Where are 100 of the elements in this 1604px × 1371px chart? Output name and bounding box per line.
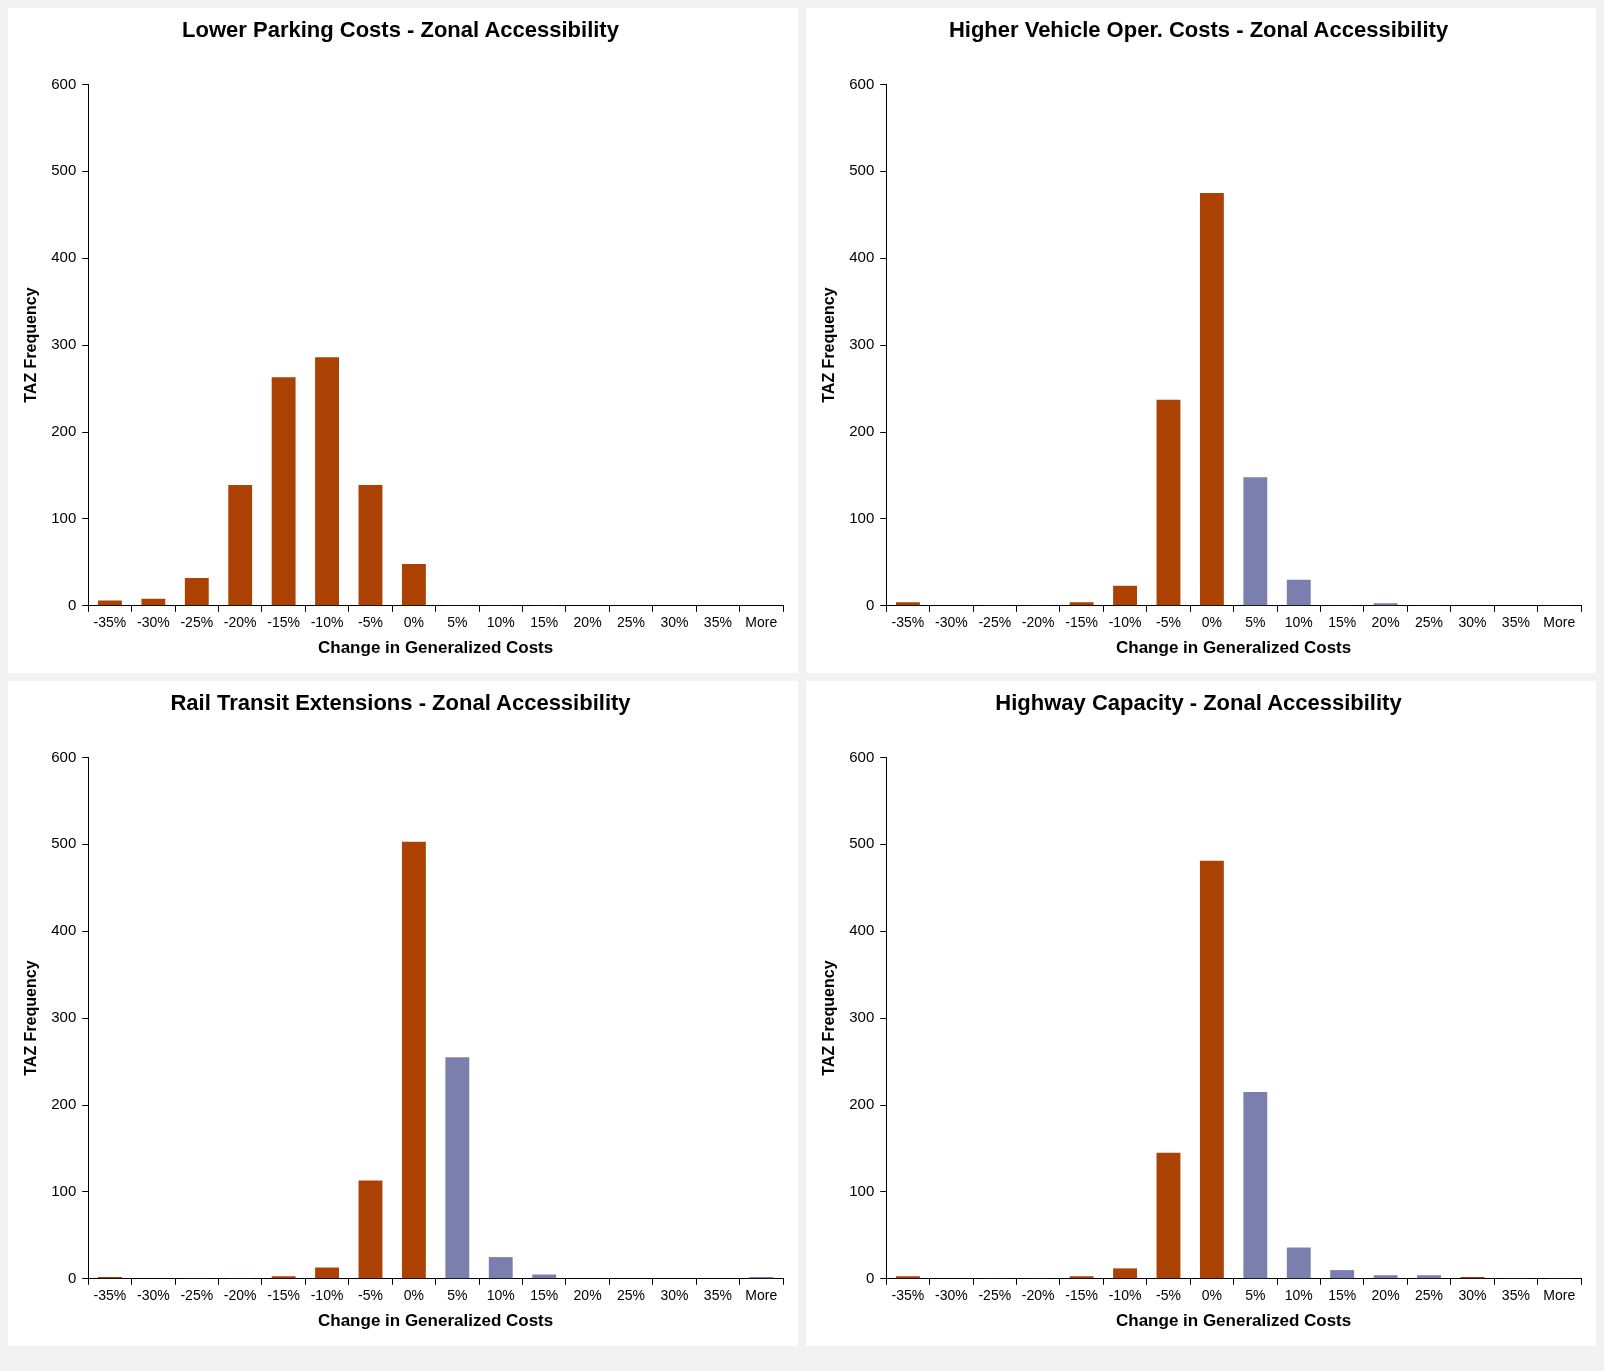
- y-tick-label: 600: [849, 74, 875, 92]
- x-tick-label: -30%: [137, 614, 170, 631]
- x-tick-label: -25%: [978, 614, 1012, 631]
- x-tick-label: 20%: [1371, 1287, 1400, 1304]
- bar: [1156, 399, 1181, 606]
- x-tick-label: 10%: [1284, 614, 1313, 631]
- x-tick-label: 10%: [486, 614, 515, 631]
- x-tick-label: -20%: [1021, 1287, 1055, 1304]
- x-tick-label: 30%: [1458, 614, 1487, 631]
- bar: [1286, 1247, 1311, 1279]
- x-axis-title: Change in Generalized Costs: [1116, 638, 1352, 658]
- x-tick-label: 10%: [486, 1287, 515, 1304]
- chart-title: Higher Vehicle Oper. Costs - Zonal Accessibility: [948, 17, 1449, 43]
- x-tick-label: -35%: [93, 1287, 127, 1304]
- bar: [184, 577, 209, 606]
- y-tick-label: 600: [51, 747, 77, 765]
- y-tick-label: 400: [849, 248, 875, 266]
- y-tick-label: 0: [67, 595, 77, 613]
- bar: [1069, 602, 1094, 606]
- y-tick-label: 500: [849, 834, 875, 852]
- bar: [315, 357, 339, 606]
- x-tick-label: 15%: [1328, 614, 1357, 631]
- x-tick-label: More: [745, 614, 778, 631]
- bar: [445, 1057, 470, 1279]
- bar: [315, 1267, 339, 1279]
- y-tick-label: 600: [849, 747, 875, 765]
- x-tick-label: -20%: [1021, 614, 1055, 631]
- bar: [896, 602, 920, 606]
- bar: [1330, 1270, 1355, 1279]
- x-tick-label: 0%: [403, 1287, 425, 1304]
- x-tick-label: 0%: [1201, 614, 1223, 631]
- y-tick-label: 0: [865, 595, 875, 613]
- x-tick-label: -5%: [1156, 1287, 1181, 1304]
- bar: [1243, 477, 1268, 606]
- y-tick-label: 300: [51, 335, 77, 353]
- x-tick-label: -5%: [358, 614, 383, 631]
- x-tick-label: 30%: [660, 1287, 689, 1304]
- chart-title: Rail Transit Extensions - Zonal Accessibility: [170, 690, 632, 716]
- bar: [1373, 1275, 1398, 1279]
- bar: [1113, 585, 1137, 606]
- x-tick-label: -30%: [935, 1287, 968, 1304]
- x-tick-label: More: [1543, 1287, 1576, 1304]
- y-tick-label: 200: [51, 422, 77, 440]
- y-tick-label: 200: [849, 1095, 875, 1113]
- x-tick-label: 10%: [1284, 1287, 1313, 1304]
- x-tick-label: -35%: [891, 1287, 925, 1304]
- x-tick-label: -25%: [180, 1287, 214, 1304]
- x-tick-label: -20%: [223, 1287, 257, 1304]
- bar: [1286, 579, 1311, 606]
- x-tick-label: 20%: [1371, 614, 1400, 631]
- y-tick-label: 100: [849, 1182, 875, 1200]
- y-tick-label: 200: [849, 422, 875, 440]
- x-axis-title: Change in Generalized Costs: [318, 638, 554, 658]
- y-tick-label: 500: [849, 161, 875, 179]
- x-tick-label: -30%: [137, 1287, 170, 1304]
- y-axis-title: TAZ Frequency: [22, 960, 40, 1076]
- bar: [488, 1257, 513, 1279]
- y-tick-label: 0: [865, 1268, 875, 1286]
- bar: [401, 841, 426, 1279]
- x-tick-label: 35%: [1501, 614, 1530, 631]
- x-tick-label: 35%: [1501, 1287, 1530, 1304]
- y-axis-title: TAZ Frequency: [22, 287, 40, 403]
- bar: [271, 1276, 296, 1279]
- x-tick-label: -35%: [93, 614, 127, 631]
- y-tick-label: 200: [51, 1095, 77, 1113]
- x-tick-label: -5%: [358, 1287, 383, 1304]
- x-tick-label: 20%: [573, 614, 602, 631]
- x-tick-label: 25%: [1415, 614, 1444, 631]
- bar: [1373, 603, 1398, 606]
- bar: [1156, 1152, 1181, 1279]
- y-tick-label: 500: [51, 834, 77, 852]
- x-tick-label: 30%: [1458, 1287, 1487, 1304]
- chart-title: Lower Parking Costs - Zonal Accessibility: [182, 17, 620, 43]
- x-tick-label: -15%: [267, 1287, 300, 1304]
- x-tick-label: -25%: [180, 614, 214, 631]
- x-tick-label: 25%: [617, 1287, 646, 1304]
- y-tick-label: 400: [51, 248, 77, 266]
- bar: [896, 1276, 920, 1279]
- y-tick-label: 100: [849, 509, 875, 527]
- y-tick-label: 0: [67, 1268, 77, 1286]
- y-tick-label: 100: [51, 1182, 77, 1200]
- x-tick-label: 25%: [1415, 1287, 1444, 1304]
- x-tick-label: -30%: [935, 614, 968, 631]
- y-tick-label: 300: [849, 1008, 875, 1026]
- x-tick-label: More: [1543, 614, 1576, 631]
- y-axis-title: TAZ Frequency: [820, 287, 838, 403]
- bar: [401, 564, 426, 606]
- x-tick-label: -15%: [1065, 1287, 1098, 1304]
- x-tick-label: 5%: [1245, 1287, 1266, 1304]
- y-tick-label: 500: [51, 161, 77, 179]
- x-axis-title: Change in Generalized Costs: [318, 1311, 554, 1331]
- y-tick-label: 300: [51, 1008, 77, 1026]
- bar: [1069, 1276, 1094, 1279]
- x-tick-label: -10%: [1108, 1287, 1142, 1304]
- bar: [141, 598, 166, 606]
- bar: [1417, 1275, 1441, 1279]
- y-tick-label: 400: [51, 921, 77, 939]
- bar: [271, 377, 296, 606]
- x-tick-label: More: [745, 1287, 778, 1304]
- x-tick-label: 25%: [617, 614, 646, 631]
